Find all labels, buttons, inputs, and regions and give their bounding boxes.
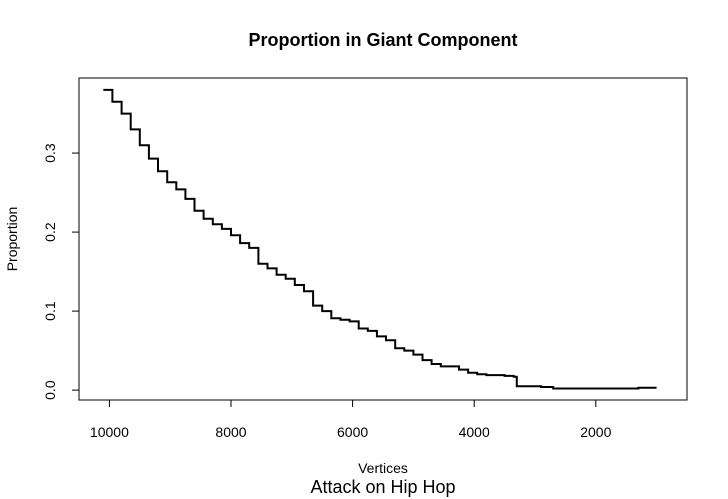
x-tick-label: 8000	[215, 424, 246, 440]
x-tick-label: 6000	[337, 424, 368, 440]
y-tick-label: 0.3	[42, 143, 58, 163]
plot-frame	[78, 77, 688, 401]
y-tick-label: 0.0	[42, 380, 58, 400]
x-axis: 10000 8000 6000 4000 2000	[90, 399, 612, 440]
y-axis: 0.0 0.1 0.2 0.3	[42, 143, 80, 400]
x-tick-label: 4000	[459, 424, 490, 440]
chart-subtitle: Attack on Hip Hop	[310, 477, 455, 497]
x-tick-label: 2000	[580, 424, 611, 440]
chart-title: Proportion in Giant Component	[249, 30, 518, 50]
y-tick-label: 0.2	[42, 222, 58, 242]
series-line	[103, 88, 657, 390]
y-axis-label: Proportion	[4, 207, 20, 272]
series-layer	[103, 88, 657, 390]
x-axis-label: Vertices	[358, 460, 408, 476]
x-tick-label: 10000	[90, 424, 129, 440]
y-tick-label: 0.1	[42, 301, 58, 321]
